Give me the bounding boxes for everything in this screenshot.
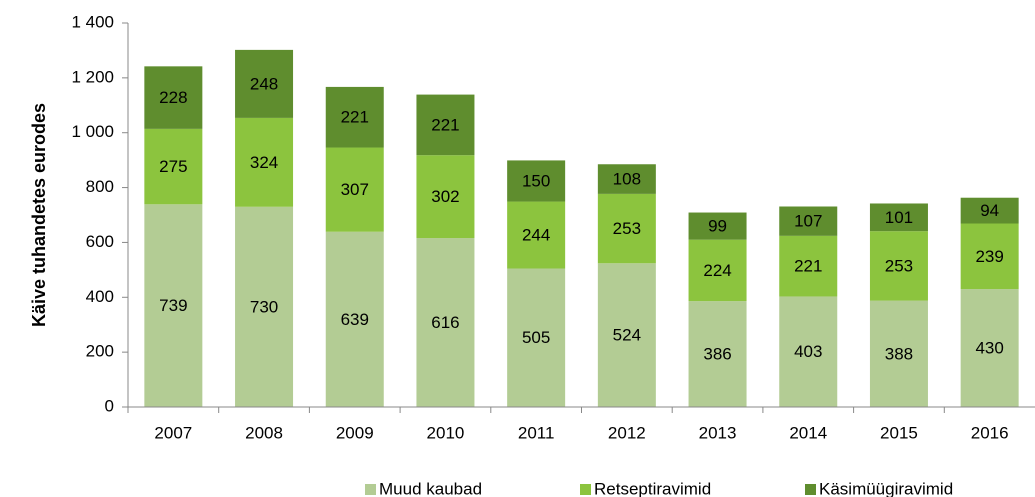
bar-segment — [869, 300, 928, 407]
y-tick-label: 200 — [86, 342, 114, 361]
y-tick-label: 800 — [86, 177, 114, 196]
value-label: 302 — [431, 187, 459, 206]
value-label: 94 — [980, 201, 999, 220]
bar-segment — [779, 206, 838, 236]
value-label: 386 — [703, 345, 731, 364]
bar-segment — [325, 147, 384, 232]
bar-segment — [597, 263, 656, 407]
legend-label: Retseptiravimid — [594, 479, 711, 497]
value-label: 239 — [975, 247, 1003, 266]
value-label: 150 — [522, 171, 550, 190]
x-tick-label: 2015 — [880, 423, 918, 442]
bar-segment — [507, 201, 566, 269]
value-label: 221 — [794, 257, 822, 276]
x-tick-label: 2014 — [789, 423, 827, 442]
value-label: 388 — [885, 344, 913, 363]
x-tick-label: 2008 — [245, 423, 283, 442]
legend-label: Muud kaubad — [379, 479, 482, 497]
value-label: 221 — [431, 115, 459, 134]
x-tick-label: 2011 — [518, 423, 555, 442]
bar-segment — [597, 193, 656, 264]
value-label: 730 — [250, 297, 278, 316]
bar-segment — [597, 164, 656, 194]
bar-segment — [507, 268, 566, 407]
legend-swatch — [805, 484, 816, 495]
bar-segment — [688, 239, 747, 302]
bar-segment — [869, 203, 928, 232]
value-label: 430 — [975, 339, 1003, 358]
bar-segment — [960, 289, 1019, 407]
bar-segment — [144, 66, 203, 129]
y-tick-label: 1 400 — [71, 12, 114, 31]
bar-segment — [144, 204, 203, 407]
bar-segment — [869, 231, 928, 301]
value-label: 101 — [885, 208, 913, 227]
value-label: 505 — [522, 328, 550, 347]
x-tick-label: 2007 — [154, 423, 192, 442]
value-label: 228 — [159, 88, 187, 107]
legend-label: Käsimüügiravimid — [819, 479, 953, 497]
bar-segment — [960, 223, 1019, 290]
value-label: 99 — [708, 217, 727, 236]
bar-segment — [416, 94, 475, 156]
y-tick-label: 1 000 — [71, 122, 114, 141]
y-axis-label: Käive tuhandetes eurodes — [29, 103, 49, 327]
y-tick-label: 400 — [86, 287, 114, 306]
x-tick-label: 2009 — [336, 423, 374, 442]
legend-swatch — [365, 484, 376, 495]
bar-segment — [416, 238, 475, 407]
value-label: 275 — [159, 157, 187, 176]
value-label: 108 — [613, 170, 641, 189]
bar-segment — [235, 117, 294, 207]
bar-segment — [688, 301, 747, 407]
value-label: 253 — [613, 219, 641, 238]
value-label: 616 — [431, 313, 459, 332]
value-label: 324 — [250, 153, 278, 172]
bar-segment — [779, 235, 838, 297]
bar-segment — [507, 160, 566, 202]
bar-segment — [235, 49, 294, 118]
bar-segment — [325, 86, 384, 148]
value-label: 739 — [159, 296, 187, 315]
y-tick-label: 600 — [86, 232, 114, 251]
value-label: 253 — [885, 256, 913, 275]
bar-segment — [416, 155, 475, 239]
bar-segment — [960, 197, 1019, 224]
bar-segment — [235, 206, 294, 407]
x-tick-label: 2012 — [608, 423, 646, 442]
bar-segment — [779, 296, 838, 407]
x-tick-label: 2010 — [427, 423, 465, 442]
value-label: 639 — [341, 310, 369, 329]
y-tick-label: 0 — [105, 396, 114, 415]
value-label: 221 — [341, 108, 369, 127]
value-label: 224 — [703, 261, 731, 280]
value-label: 107 — [794, 212, 822, 231]
x-tick-label: 2016 — [971, 423, 1009, 442]
bar-segment — [144, 128, 203, 205]
bar-segment — [325, 231, 384, 407]
value-label: 244 — [522, 226, 550, 245]
y-tick-label: 1 200 — [71, 67, 114, 86]
value-label: 307 — [341, 180, 369, 199]
value-label: 403 — [794, 342, 822, 361]
value-label: 524 — [613, 326, 641, 345]
x-tick-label: 2013 — [699, 423, 737, 442]
legend-swatch — [580, 484, 591, 495]
value-label: 248 — [250, 74, 278, 93]
bar-segment — [688, 212, 747, 240]
